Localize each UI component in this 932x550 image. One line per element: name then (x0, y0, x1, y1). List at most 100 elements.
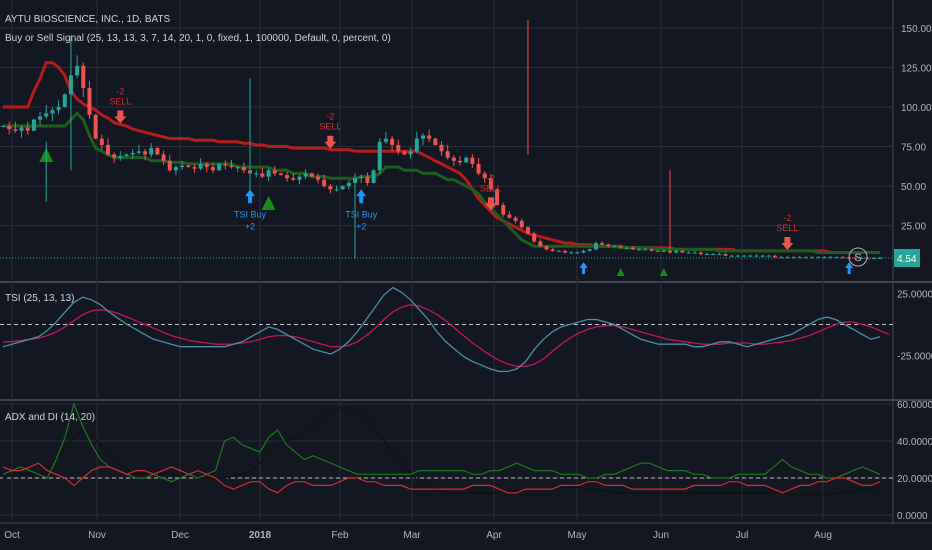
candle-body (50, 110, 55, 114)
candle-body (532, 233, 537, 242)
candle-body (643, 249, 648, 251)
candle-body (235, 167, 240, 169)
y-tick-label: 150.00 (901, 24, 932, 35)
y-tick-label: 50.00 (901, 182, 926, 193)
candle-body (285, 175, 290, 179)
candle-body (315, 176, 320, 180)
candle-body (803, 257, 808, 259)
indicator-title: Buy or Sell Signal (25, 13, 13, 3, 7, 14… (5, 33, 391, 44)
candle-body (816, 257, 821, 259)
sell-label: SELL (109, 96, 131, 106)
support-line (3, 111, 880, 254)
candle-body (797, 257, 802, 259)
candle-body (161, 154, 166, 161)
candle-body (717, 254, 722, 256)
candle-body (470, 157, 475, 164)
buy-sub: +2 (245, 221, 255, 231)
candle-body (377, 141, 382, 171)
candle-body (773, 255, 778, 258)
x-tick-label: Mar (403, 530, 421, 541)
candle-body (705, 254, 710, 256)
candle-body (556, 250, 561, 252)
candle-body (742, 255, 747, 257)
candle-body (124, 154, 129, 157)
x-tick-label: Jun (653, 530, 669, 541)
candle-body (445, 151, 450, 158)
candle-body (62, 94, 67, 107)
candle-body (229, 165, 234, 168)
symbol-title: AYTU BIOSCIENCE, INC., 1D, BATS (5, 14, 171, 25)
candle-body (198, 163, 203, 169)
candle-body (550, 249, 555, 251)
candle-body (402, 151, 407, 155)
x-tick-label: Dec (171, 530, 189, 541)
tsi-signal-line (3, 304, 890, 368)
sell-arrow (484, 197, 497, 211)
candle-body (760, 255, 765, 257)
candle-body (19, 127, 24, 131)
signal-triangle (659, 268, 668, 276)
candle-body (254, 173, 259, 175)
candle-body (513, 217, 518, 221)
candle-body (451, 157, 456, 161)
candle-body (38, 116, 43, 120)
candle-body (649, 249, 654, 251)
candle-body (661, 250, 666, 252)
candle-body (408, 151, 413, 155)
di-minus-line (2, 462, 881, 494)
buy-arrow (356, 189, 367, 204)
sell-count: -2 (326, 112, 334, 122)
y-tick-label: 100.00 (901, 103, 932, 114)
candle-body (353, 178, 358, 183)
candle-body (464, 157, 469, 163)
candle-body (501, 205, 506, 215)
candle-body (396, 144, 401, 152)
sell-count: -2 (783, 213, 791, 223)
candle-body (507, 214, 512, 218)
candle-body (655, 250, 660, 252)
candle-body (31, 119, 36, 131)
candle-body (476, 163, 481, 174)
candle-body (346, 182, 351, 187)
candle-body (754, 255, 759, 257)
last-price-badge (894, 249, 920, 267)
candle-body (766, 255, 771, 257)
candle-body (692, 252, 697, 254)
buy-arrow-small (579, 262, 588, 274)
candle-body (217, 163, 222, 171)
y-tick-label: 75.00 (901, 143, 926, 154)
candle-body (81, 65, 86, 89)
candle-body (853, 257, 858, 259)
candle-body (291, 178, 296, 180)
candle-body (340, 186, 345, 190)
candle-body (828, 257, 833, 259)
candle-body (439, 144, 444, 152)
x-tick-label: Jul (736, 530, 749, 541)
candle-body (637, 249, 642, 251)
candle-body (420, 135, 425, 139)
candle-body (149, 148, 154, 155)
candle-body (495, 189, 500, 206)
candle-body (618, 246, 623, 248)
candle-body (587, 249, 592, 251)
candle-body (383, 138, 388, 142)
candle-body (130, 152, 135, 155)
candle-body (167, 160, 172, 171)
signal-circle-label: S (854, 252, 861, 264)
y-tick-label: 25.00 (901, 222, 926, 233)
candle-body (210, 167, 215, 171)
x-tick-label: May (568, 530, 587, 541)
candle-body (173, 167, 178, 171)
adx-title: ADX and DI (14, 20) (5, 412, 96, 423)
candle-body (810, 257, 815, 259)
candle-body (779, 257, 784, 259)
adx-line (2, 407, 881, 496)
candle-body (878, 258, 882, 259)
candle-body (272, 170, 277, 174)
x-tick-label: Nov (88, 530, 106, 541)
candle-body (105, 144, 110, 155)
sell-label: SELL (319, 122, 341, 132)
candle-body (834, 257, 839, 259)
